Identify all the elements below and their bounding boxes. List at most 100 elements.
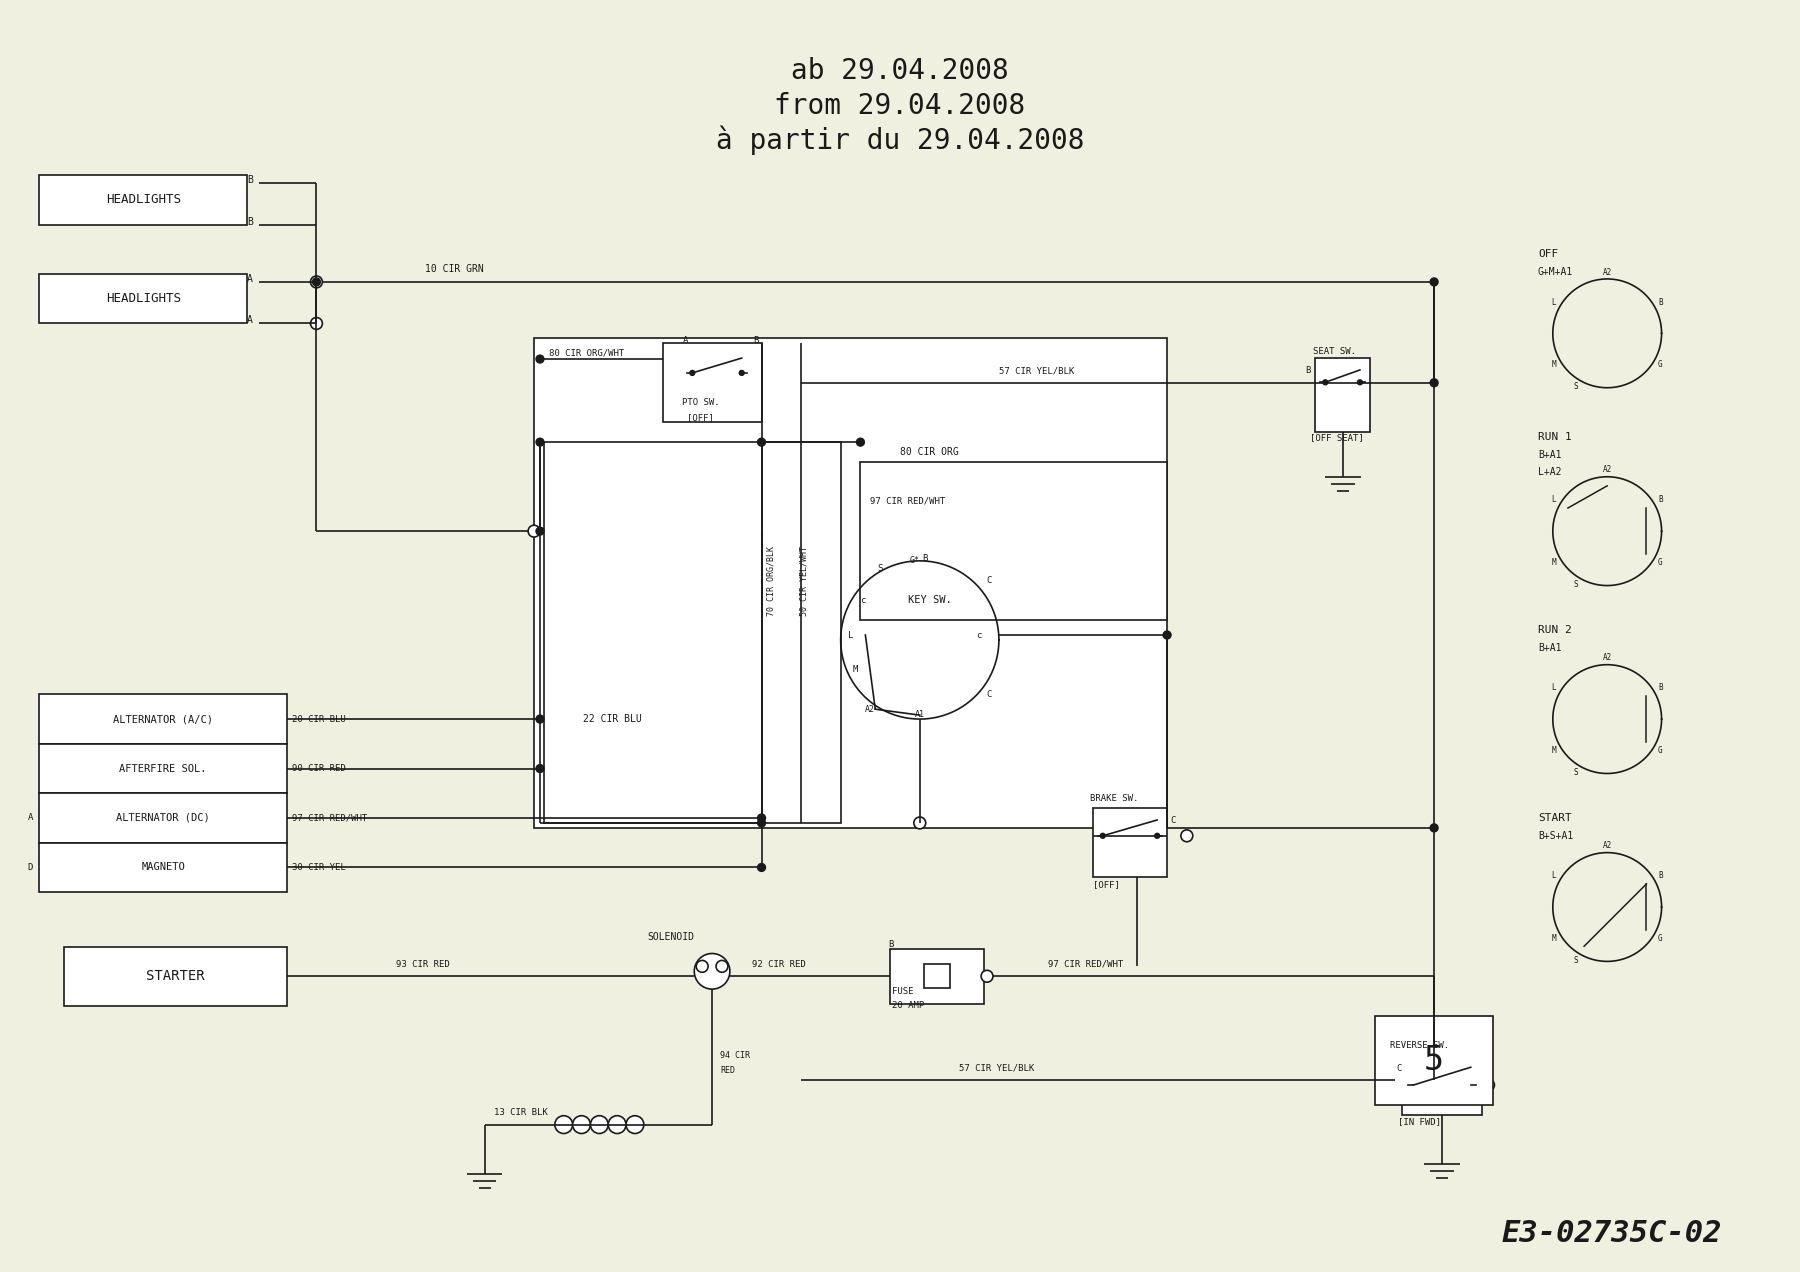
Text: 5: 5 [1424,1044,1444,1077]
Circle shape [758,814,765,822]
Text: M: M [853,665,859,674]
Text: [OFF]: [OFF] [1093,880,1120,889]
Text: S: S [1573,768,1579,777]
Text: 20 AMP: 20 AMP [893,1001,925,1010]
Text: B+A1: B+A1 [1537,642,1561,653]
Text: AFTERFIRE SOL.: AFTERFIRE SOL. [119,763,207,773]
Text: L: L [1552,495,1557,505]
Text: 97 CIR RED/WHT: 97 CIR RED/WHT [1048,960,1123,969]
Text: 22 CIR BLU: 22 CIR BLU [583,714,643,724]
Text: from 29.04.2008: from 29.04.2008 [774,92,1026,120]
Circle shape [1469,1082,1472,1088]
Text: 57 CIR YEL/BLK: 57 CIR YEL/BLK [959,1063,1035,1072]
Text: A2: A2 [1602,654,1611,663]
Circle shape [716,960,727,972]
FancyBboxPatch shape [923,964,950,988]
Circle shape [311,318,322,329]
FancyBboxPatch shape [891,949,985,1004]
Circle shape [1411,1082,1417,1088]
Text: C: C [986,576,992,585]
Text: A2: A2 [866,705,875,714]
Text: M: M [1552,360,1557,369]
Text: MAGNETO: MAGNETO [140,862,185,873]
Circle shape [1431,379,1438,387]
Text: A: A [247,315,254,326]
Text: ab 29.04.2008: ab 29.04.2008 [792,57,1008,85]
Circle shape [1154,833,1159,838]
FancyBboxPatch shape [1316,359,1370,432]
Text: BRAKE SW.: BRAKE SW. [1091,794,1138,803]
Text: L: L [1552,683,1557,692]
Text: G+M+A1: G+M+A1 [1537,267,1573,277]
Text: 57 CIR YEL/BLK: 57 CIR YEL/BLK [999,366,1075,375]
FancyBboxPatch shape [40,744,286,794]
Text: L: L [1552,871,1557,880]
Text: B: B [1658,298,1663,307]
Text: 93 CIR RED: 93 CIR RED [396,960,450,969]
Text: L: L [1552,298,1557,307]
FancyBboxPatch shape [40,695,286,744]
Text: 10 CIR GRN: 10 CIR GRN [425,265,484,273]
Circle shape [311,276,322,287]
FancyBboxPatch shape [544,443,841,823]
Text: ALTERNATOR (A/C): ALTERNATOR (A/C) [113,714,212,724]
Text: FUSE: FUSE [893,987,914,996]
Circle shape [914,817,925,829]
Circle shape [1431,279,1438,286]
Text: B: B [887,940,893,949]
FancyBboxPatch shape [40,273,247,323]
Text: c: c [976,631,981,640]
Text: HEADLIGHTS: HEADLIGHTS [106,293,180,305]
Text: G: G [1658,360,1663,369]
Text: A2: A2 [1602,267,1611,276]
Circle shape [608,1116,626,1133]
FancyBboxPatch shape [40,843,286,892]
Text: B: B [247,176,254,184]
Circle shape [740,370,743,375]
Text: A2: A2 [1602,466,1611,474]
Circle shape [572,1116,590,1133]
Circle shape [1483,1079,1494,1091]
Text: 97 CIR RED/WHT: 97 CIR RED/WHT [292,814,367,823]
Text: B: B [922,555,927,563]
Text: RED: RED [720,1066,734,1075]
Circle shape [1100,833,1105,838]
FancyBboxPatch shape [535,338,1166,828]
Text: 97 CIR RED/WHT: 97 CIR RED/WHT [871,497,945,506]
FancyBboxPatch shape [1375,1016,1494,1105]
Circle shape [758,438,765,446]
Circle shape [1431,1076,1438,1084]
Text: C: C [986,689,992,698]
Text: RUN 2: RUN 2 [1537,625,1571,635]
Circle shape [1431,824,1438,832]
Circle shape [1357,380,1363,384]
Text: [OFF]: [OFF] [688,413,715,422]
Circle shape [695,954,729,990]
Text: c: c [860,595,866,605]
Circle shape [527,525,540,537]
Circle shape [554,1116,572,1133]
Circle shape [758,864,765,871]
Text: B+S+A1: B+S+A1 [1537,831,1573,841]
Text: A2: A2 [1602,841,1611,850]
FancyBboxPatch shape [1093,808,1166,878]
Text: à partir du 29.04.2008: à partir du 29.04.2008 [716,126,1084,155]
FancyBboxPatch shape [40,176,247,225]
Circle shape [313,279,320,286]
Text: 30 CIR YEL: 30 CIR YEL [292,862,346,871]
Text: M: M [1552,745,1557,754]
FancyBboxPatch shape [65,946,286,1006]
Circle shape [981,971,994,982]
Text: B: B [1658,683,1663,692]
Text: HEADLIGHTS: HEADLIGHTS [106,193,180,206]
Text: A1: A1 [914,710,925,719]
Circle shape [536,438,544,446]
Text: 90 CIR RED: 90 CIR RED [292,764,346,773]
Text: D: D [27,862,32,871]
Text: B+A1: B+A1 [1537,450,1561,460]
Text: SEAT SW.: SEAT SW. [1314,347,1357,356]
Text: G: G [1658,745,1663,754]
Circle shape [758,819,765,827]
Text: M: M [1552,558,1557,567]
Text: 92 CIR RED: 92 CIR RED [752,960,805,969]
